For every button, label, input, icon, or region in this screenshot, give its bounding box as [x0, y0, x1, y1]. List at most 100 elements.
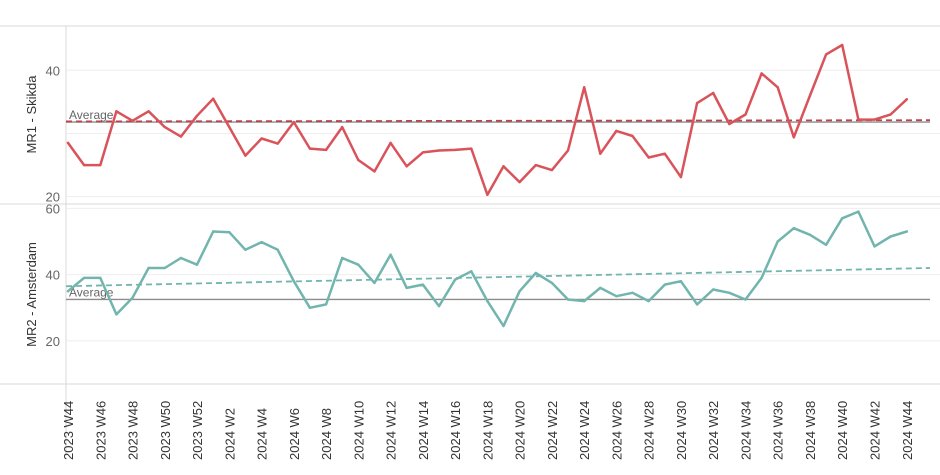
- panel-1-data-point: [163, 125, 166, 129]
- panel-1-data-point: [341, 125, 344, 129]
- x-tick-label: 2024 W20: [513, 401, 528, 460]
- panel-2-y-tick-label: 40: [46, 268, 60, 283]
- panel-2-data-point: [147, 266, 150, 270]
- panel-2-data-point: [905, 230, 908, 233]
- panel-2-data-point: [453, 278, 457, 281]
- x-tick-label: 2024 W12: [384, 401, 399, 460]
- panel-1-data-point: [292, 120, 295, 124]
- panel-2-data-point: [631, 291, 634, 294]
- panel-2-reference-label: Average: [69, 285, 114, 299]
- panel-2-data-point: [470, 270, 473, 273]
- panel-2-data-point: [534, 271, 537, 275]
- panel-1-y-tick-label: 20: [46, 190, 60, 205]
- panel-2-data-point: [421, 283, 425, 286]
- panel-1-data-point: [115, 110, 118, 113]
- panel-1-data-point: [228, 125, 231, 129]
- panel-2-data-point: [583, 299, 586, 303]
- panel-1-data-point: [389, 141, 392, 145]
- panel-1-data-point: [550, 168, 554, 172]
- panel-1-data-point: [905, 98, 908, 101]
- x-tick-label: 2024 W30: [674, 401, 689, 460]
- panel-2-data-point: [115, 313, 118, 316]
- panel-2-data-point: [728, 291, 731, 294]
- panel-2-data-point: [599, 286, 602, 290]
- panel-1-data-point: [744, 113, 747, 116]
- panel-1-data-point: [82, 163, 86, 167]
- panel-2-data-point: [792, 227, 795, 230]
- panel-2-data-point: [357, 263, 360, 266]
- panel-1-data-point: [99, 163, 102, 167]
- panel-1-data-point: [66, 141, 70, 145]
- panel-2-data-point: [308, 306, 312, 309]
- x-tick-label: 2023 W48: [126, 401, 141, 460]
- x-tick-label: 2024 W32: [706, 401, 721, 460]
- panel-2-data-point: [744, 298, 747, 301]
- panel-1-data-point: [131, 119, 134, 123]
- panel-2-data-point: [244, 248, 247, 251]
- panel-1-data-point: [147, 110, 150, 113]
- panel-1-data-point: [679, 175, 683, 179]
- x-tick-label: 2023 W44: [61, 401, 76, 460]
- panel-1-data-point: [421, 151, 425, 154]
- x-tick-label: 2023 W52: [190, 401, 205, 460]
- panel-2-data-point: [679, 280, 683, 283]
- panel-1-y-tick-label: 40: [46, 63, 60, 78]
- panel-1-data-point: [824, 53, 828, 56]
- panel-2-data-point: [228, 231, 231, 234]
- x-tick-label: 2024 W40: [835, 401, 850, 460]
- panel-1-data-point: [583, 86, 586, 89]
- panel-2-data-point: [179, 256, 183, 260]
- panel-2-data-point: [824, 243, 828, 246]
- panel-1-data-point: [357, 158, 360, 162]
- x-tick-label: 2024 W16: [448, 401, 463, 460]
- panel-2-data-point: [324, 303, 328, 306]
- panel-1-data-point: [405, 165, 408, 168]
- x-tick-label: 2024 W18: [480, 401, 495, 460]
- x-tick-label: 2024 W24: [577, 401, 592, 460]
- panel-2-data-point: [615, 295, 618, 298]
- panel-2-data-point: [760, 276, 763, 280]
- panel-2-data-point: [808, 233, 812, 236]
- x-tick-label: 2024 W14: [416, 401, 431, 460]
- panel-1-data-point: [841, 43, 844, 47]
- x-tick-label: 2024 W6: [287, 408, 302, 460]
- panel-1-data-point: [760, 72, 763, 75]
- panel-2-series-line: [66, 210, 909, 328]
- panel-2-data-point: [502, 324, 505, 328]
- panel-2-data-point: [195, 263, 199, 266]
- panel-1-data-point: [373, 170, 376, 173]
- panel-1-data-point: [437, 149, 441, 152]
- panel-1-data-point: [502, 165, 505, 168]
- x-tick-label: 2024 W22: [545, 401, 560, 460]
- panel-1-data-point: [599, 152, 602, 155]
- panel-2-data-point: [292, 280, 295, 283]
- panel-1-data-point: [873, 118, 876, 121]
- panel-1-data-point: [712, 91, 715, 95]
- panel-2-data-point: [873, 245, 876, 248]
- panel-1-y-axis-title: MR1 - Skikda: [24, 75, 39, 154]
- x-tick-label: 2024 W36: [771, 401, 786, 460]
- panel-1-data-point: [486, 193, 489, 196]
- panel-2-y-tick-label: 20: [46, 334, 60, 349]
- panel-1-data-point: [470, 147, 473, 150]
- panel-1-data-point: [889, 113, 892, 116]
- panel-1-data-point: [244, 154, 247, 157]
- panel-2-data-point: [566, 298, 570, 301]
- panel-1-data-point: [308, 147, 312, 150]
- x-tick-label: 2023 W50: [158, 401, 173, 460]
- panel-1-reference-label: Average: [69, 108, 114, 122]
- panel-2-data-point: [131, 296, 134, 299]
- panel-2-data-point: [66, 290, 70, 293]
- x-tick-label: 2024 W38: [803, 401, 818, 460]
- panel-2-data-point: [405, 286, 408, 290]
- panel-2-data-point: [841, 217, 844, 220]
- panel-1-data-point: [212, 97, 215, 100]
- panel-2-data-point: [163, 266, 166, 270]
- panel-2-data-point: [486, 299, 489, 303]
- x-tick-label: 2024 W10: [351, 401, 366, 460]
- x-tick-label: 2023 W46: [93, 401, 108, 460]
- panel-1-data-point: [324, 148, 328, 152]
- panel-2-data-point: [212, 230, 215, 233]
